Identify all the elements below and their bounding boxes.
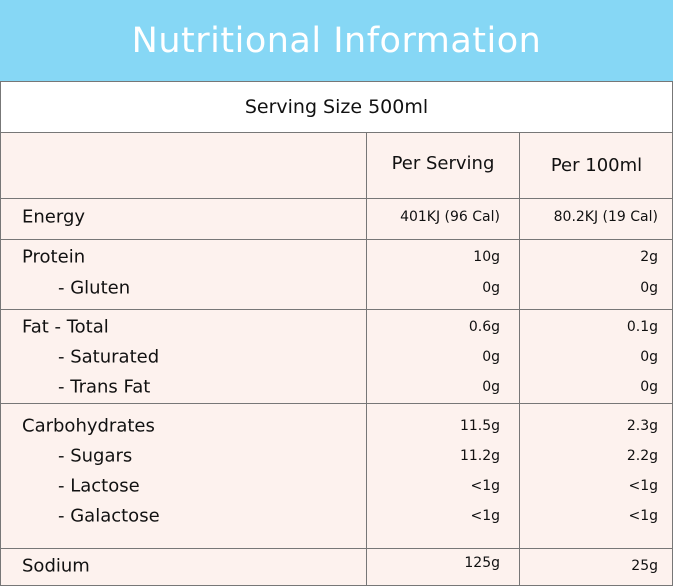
fat-group: Fat - Total 0.6g 0.1g - Saturated 0g 0g …	[0, 312, 673, 402]
table-border-left	[0, 132, 1, 586]
row-divider	[0, 548, 673, 549]
per-serving-value: <1g	[470, 478, 500, 494]
nutrient-label: Carbohydrates	[22, 415, 155, 437]
nutrient-label: - Saturated	[58, 346, 160, 368]
column-header-per-serving: Per Serving	[391, 153, 495, 174]
table-row: - Gluten 0g 0g	[0, 272, 673, 304]
table-row: Sodium 125g 25g	[0, 550, 673, 582]
table-row: - Sugars 11.2g 2.2g	[0, 441, 673, 471]
per-100ml-value: 2g	[640, 249, 658, 265]
row-divider	[0, 309, 673, 310]
nutrient-label: Energy	[22, 206, 86, 228]
nutrient-label: Fat - Total	[22, 316, 109, 338]
per-serving-value: 0g	[482, 349, 500, 365]
per-100ml-value: 80.2KJ (19 Cal)	[553, 209, 658, 225]
per-serving-value: 10g	[473, 249, 500, 265]
per-100ml-value: 0g	[640, 280, 658, 296]
table-row: Protein 10g 2g	[0, 242, 673, 272]
nutrient-label: Sodium	[22, 555, 90, 577]
per-100ml-value: 0.1g	[626, 319, 658, 335]
serving-size: Serving Size 500ml	[0, 81, 673, 133]
column-header-per-100ml: Per 100ml	[550, 155, 643, 176]
nutrient-label: - Gluten	[58, 277, 131, 299]
per-serving-value: 11.5g	[459, 418, 500, 434]
per-100ml-value: <1g	[628, 478, 658, 494]
row-divider	[0, 198, 673, 199]
column-divider	[366, 132, 367, 586]
per-serving-value: 125g	[464, 555, 500, 571]
per-serving-value: 11.2g	[459, 448, 500, 464]
page-title: Nutritional Information	[0, 0, 673, 81]
per-100ml-value: 0g	[640, 379, 658, 395]
nutrient-label: - Galactose	[58, 505, 160, 527]
table-row: - Trans Fat 0g 0g	[0, 372, 673, 402]
per-100ml-value: 25g	[631, 558, 658, 574]
nutrient-label: Protein	[22, 246, 86, 268]
row-divider	[0, 239, 673, 240]
per-100ml-value: <1g	[628, 508, 658, 524]
protein-group: Protein 10g 2g - Gluten 0g 0g	[0, 242, 673, 304]
table-row: Fat - Total 0.6g 0.1g	[0, 312, 673, 342]
table-row: - Galactose <1g <1g	[0, 501, 673, 531]
per-100ml-value: 0g	[640, 349, 658, 365]
table-row: Carbohydrates 11.5g 2.3g	[0, 411, 673, 441]
sodium-group: Sodium 125g 25g	[0, 550, 673, 582]
per-100ml-value: 2.3g	[626, 418, 658, 434]
row-divider	[0, 403, 673, 404]
per-serving-value: <1g	[470, 508, 500, 524]
table-row: - Saturated 0g 0g	[0, 342, 673, 372]
nutrient-label: - Sugars	[58, 445, 133, 467]
per-serving-value: 0g	[482, 280, 500, 296]
column-divider	[519, 132, 520, 586]
table-row: Energy 401KJ (96 Cal) 80.2KJ (19 Cal)	[0, 201, 673, 233]
per-serving-value: 0g	[482, 379, 500, 395]
table-row: - Lactose <1g <1g	[0, 471, 673, 501]
per-serving-value: 401KJ (96 Cal)	[400, 209, 500, 225]
energy-group: Energy 401KJ (96 Cal) 80.2KJ (19 Cal)	[0, 201, 673, 233]
carbohydrates-group: Carbohydrates 11.5g 2.3g - Sugars 11.2g …	[0, 411, 673, 531]
per-serving-value: 0.6g	[468, 319, 500, 335]
nutrient-label: - Trans Fat	[58, 376, 151, 398]
nutrient-label: - Lactose	[58, 475, 140, 497]
per-100ml-value: 2.2g	[626, 448, 658, 464]
